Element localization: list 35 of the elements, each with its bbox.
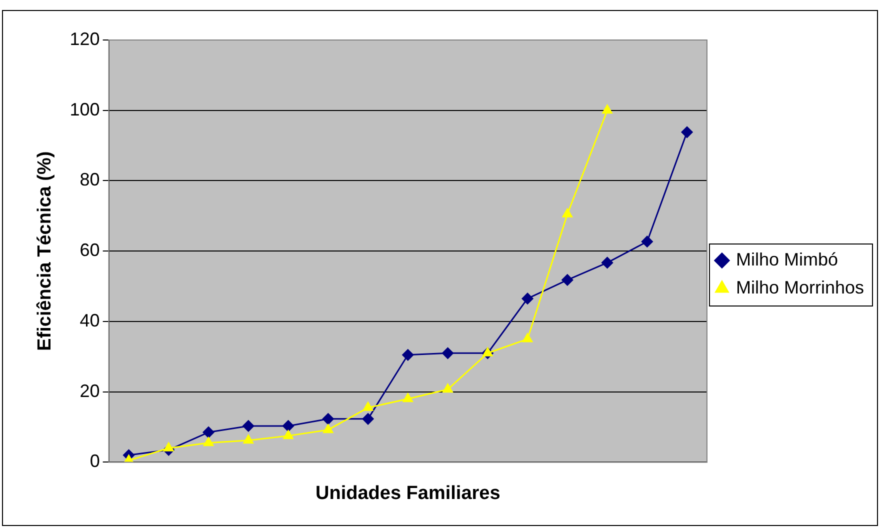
point <box>362 413 374 425</box>
y-tick-label: 100 <box>70 99 100 120</box>
point <box>362 402 374 411</box>
point <box>243 434 254 444</box>
point <box>323 424 334 434</box>
y-tick-label: 60 <box>80 240 100 260</box>
point <box>641 236 653 248</box>
y-tick-label: 120 <box>70 28 100 49</box>
point <box>522 333 533 342</box>
point <box>442 347 454 359</box>
point <box>282 420 294 432</box>
legend-label: Milho Morrinhos <box>736 277 864 298</box>
point <box>681 126 693 138</box>
x-axis-title: Unidades Familiares <box>316 482 500 504</box>
point <box>602 104 612 114</box>
point <box>602 256 614 268</box>
point <box>242 420 254 432</box>
point <box>562 208 572 218</box>
point <box>482 347 493 356</box>
point <box>202 426 214 438</box>
point <box>164 442 174 452</box>
y-tick-label: 20 <box>80 380 100 401</box>
point <box>203 437 214 446</box>
y-tick-label: 80 <box>80 170 100 190</box>
point <box>283 430 294 440</box>
point <box>402 393 413 402</box>
point <box>522 292 534 304</box>
y-tick-label: 40 <box>80 310 100 330</box>
y-tick-label: 0 <box>90 451 100 472</box>
legend-label: Milho Mimbó <box>736 249 838 270</box>
point <box>402 349 414 361</box>
point <box>442 384 453 393</box>
point <box>322 413 334 425</box>
y-axis-title: Eficiência Técnica (%) <box>34 151 56 351</box>
point <box>562 274 574 286</box>
